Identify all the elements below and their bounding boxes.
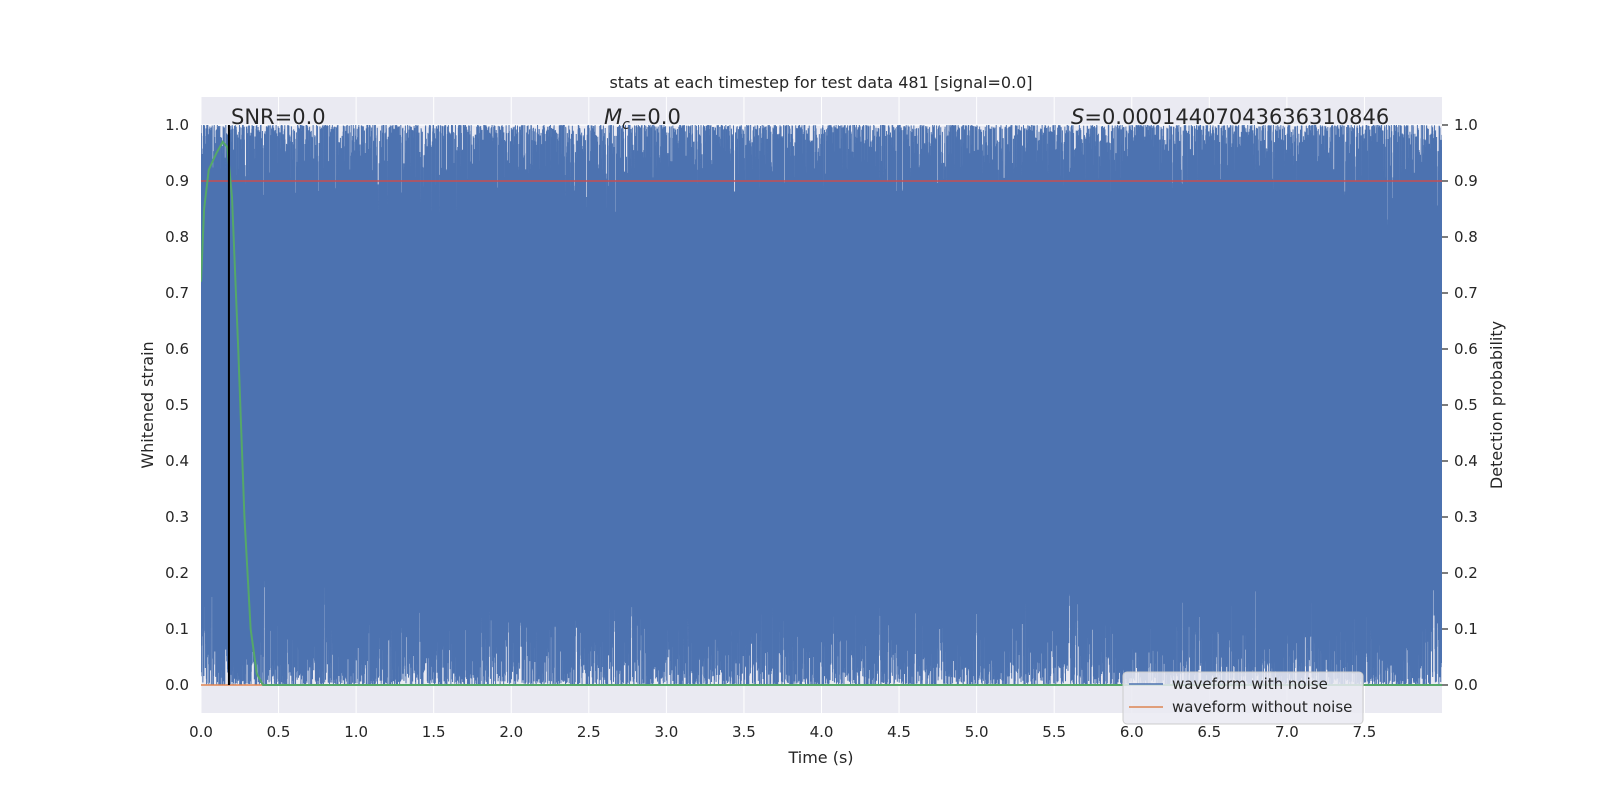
y-tick-label-left-1: 0.1 <box>165 620 189 638</box>
mc-value: =0.0 <box>630 105 681 129</box>
x-tick-label-12: 6.0 <box>1120 723 1144 741</box>
y-tick-label-left-8: 0.8 <box>165 228 189 246</box>
x-tick-label-11: 5.5 <box>1042 723 1066 741</box>
y-tick-label-right-8: 0.8 <box>1454 228 1478 246</box>
y-tick-label-left-3: 0.3 <box>165 508 189 526</box>
x-tick-label-14: 7.0 <box>1275 723 1299 741</box>
y-tick-label-left-9: 0.9 <box>165 172 189 190</box>
x-tick-label-6: 3.0 <box>654 723 678 741</box>
y-ticks-right: 0.0 0.1 0.2 0.3 0.4 0.5 0.6 0.7 0.8 0.9 1.0 <box>1442 116 1478 694</box>
y-tick-label-right-6: 0.6 <box>1454 340 1478 358</box>
x-tick-label-13: 6.5 <box>1197 723 1221 741</box>
legend-label-waveform-with-noise: waveform with noise <box>1172 675 1328 693</box>
y-tick-label-left-5: 0.5 <box>165 396 189 414</box>
mc-symbol: M <box>604 105 622 129</box>
y-axis-label-left: Whitened strain <box>138 341 157 468</box>
mc-subscript: c <box>622 117 630 133</box>
y-axis-label-right: Detection probability <box>1487 321 1506 489</box>
s-symbol: S <box>1071 105 1084 129</box>
snr-annotation: SNR=0.0 <box>231 105 326 129</box>
y-tick-label-right-7: 0.7 <box>1454 284 1478 302</box>
x-tick-label-0: 0.0 <box>189 723 213 741</box>
y-tick-label-right-2: 0.2 <box>1454 564 1478 582</box>
x-tick-label-15: 7.5 <box>1353 723 1377 741</box>
x-tick-label-5: 2.5 <box>577 723 601 741</box>
y-tick-label-right-3: 0.3 <box>1454 508 1478 526</box>
y-ticks-left: 0.0 0.1 0.2 0.3 0.4 0.5 0.6 0.7 0.8 0.9 1.0 <box>165 116 189 694</box>
y-tick-label-right-1: 0.1 <box>1454 620 1478 638</box>
s-annotation: S=0.00014407043636310846 <box>1071 105 1389 129</box>
series-waveform-with-noise <box>201 124 1442 686</box>
legend: waveform with noise waveform without noi… <box>1122 671 1364 725</box>
y-tick-label-left-7: 0.7 <box>165 284 189 302</box>
s-value: =0.00014407043636310846 <box>1084 105 1389 129</box>
y-tick-label-right-0: 0.0 <box>1454 676 1478 694</box>
y-tick-label-left-2: 0.2 <box>165 564 189 582</box>
y-tick-label-right-10: 1.0 <box>1454 116 1478 134</box>
x-tick-label-3: 1.5 <box>422 723 446 741</box>
series-detection-probability <box>201 140 1442 686</box>
chart-title: stats at each timestep for test data 481… <box>609 73 1032 92</box>
y-tick-label-left-4: 0.4 <box>165 452 189 470</box>
y-tick-label-right-4: 0.4 <box>1454 452 1478 470</box>
y-tick-label-left-0: 0.0 <box>165 676 189 694</box>
y-tick-label-right-5: 0.5 <box>1454 396 1478 414</box>
legend-label-waveform-without-noise: waveform without noise <box>1172 698 1352 716</box>
y-tick-label-right-9: 0.9 <box>1454 172 1478 190</box>
y-tick-label-left-10: 1.0 <box>165 116 189 134</box>
x-tick-label-10: 5.0 <box>965 723 989 741</box>
x-tick-label-4: 2.0 <box>499 723 523 741</box>
x-ticks: 0.0 0.5 1.0 1.5 2.0 2.5 3.0 3.5 4.0 4.5 5.0 5.5 6.0 6… <box>189 723 1376 741</box>
x-axis-label: Time (s) <box>787 748 853 767</box>
x-tick-label-8: 4.0 <box>810 723 834 741</box>
x-tick-label-9: 4.5 <box>887 723 911 741</box>
legend-box <box>1122 671 1364 725</box>
mc-annotation: Mc=0.0 <box>604 105 681 133</box>
y-tick-label-left-6: 0.6 <box>165 340 189 358</box>
x-tick-label-7: 3.5 <box>732 723 756 741</box>
x-tick-label-2: 1.0 <box>344 723 368 741</box>
x-tick-label-1: 0.5 <box>267 723 291 741</box>
